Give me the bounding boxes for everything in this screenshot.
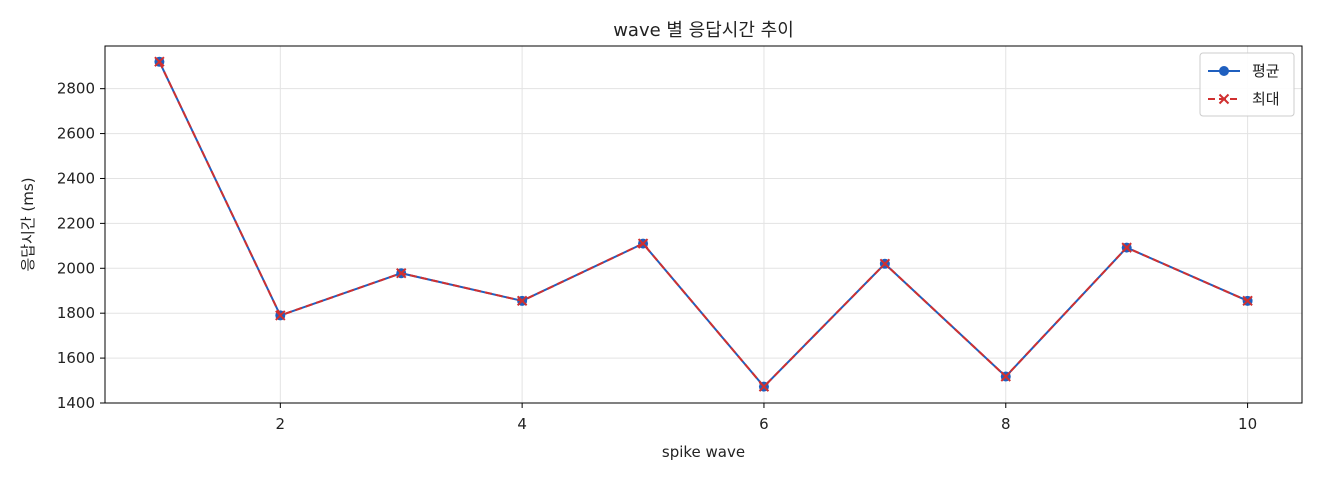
y-tick-label: 2400 — [57, 169, 95, 187]
x-tick-label: 4 — [517, 415, 527, 433]
x-tick-label: 2 — [276, 415, 286, 433]
x-axis-title: spike wave — [662, 443, 745, 461]
series-line — [158, 61, 1248, 389]
data-point-x — [1121, 242, 1132, 253]
data-point-x — [637, 238, 649, 249]
data-point-x — [879, 258, 891, 269]
plot-frame — [104, 45, 1303, 404]
legend-label: 평균 — [1252, 62, 1280, 80]
legend-box — [1199, 52, 1295, 117]
series-group — [154, 56, 1253, 392]
y-tick-label: 2600 — [57, 125, 95, 143]
data-point-x — [275, 310, 286, 321]
y-tick-label: 2800 — [57, 80, 95, 98]
legend-label: 최대 — [1252, 90, 1280, 108]
x-tick-label: 6 — [759, 415, 769, 433]
data-point-x — [1218, 93, 1230, 105]
grid — [105, 46, 1302, 404]
series-group — [154, 56, 1253, 392]
x-tick-label: 10 — [1238, 415, 1257, 433]
y-tick-label: 2000 — [57, 259, 95, 277]
ticks: 2 4 6 8 10 1400 1600 1800 2000 2200 2400 2600 2800 — [57, 80, 1257, 433]
data-point-x — [396, 268, 407, 279]
data-point-circle — [1219, 66, 1229, 76]
y-tick-label: 2200 — [57, 214, 95, 232]
x-tick-label: 8 — [1001, 415, 1011, 433]
y-tick-label: 1600 — [57, 349, 95, 367]
data-point-x — [1000, 371, 1011, 382]
data-point-x — [154, 56, 165, 67]
y-axis-title: 응답시간 (ms) — [19, 177, 37, 271]
series-line — [158, 61, 1248, 389]
y-tick-label: 1800 — [57, 304, 95, 322]
data-point-x — [1242, 295, 1253, 307]
chart-title: wave 별 응답시간 추이 — [613, 20, 794, 41]
y-tick-label: 1400 — [57, 394, 95, 412]
data-point-x — [758, 381, 770, 392]
data-point-x — [516, 295, 528, 307]
series-layer — [154, 56, 1253, 392]
